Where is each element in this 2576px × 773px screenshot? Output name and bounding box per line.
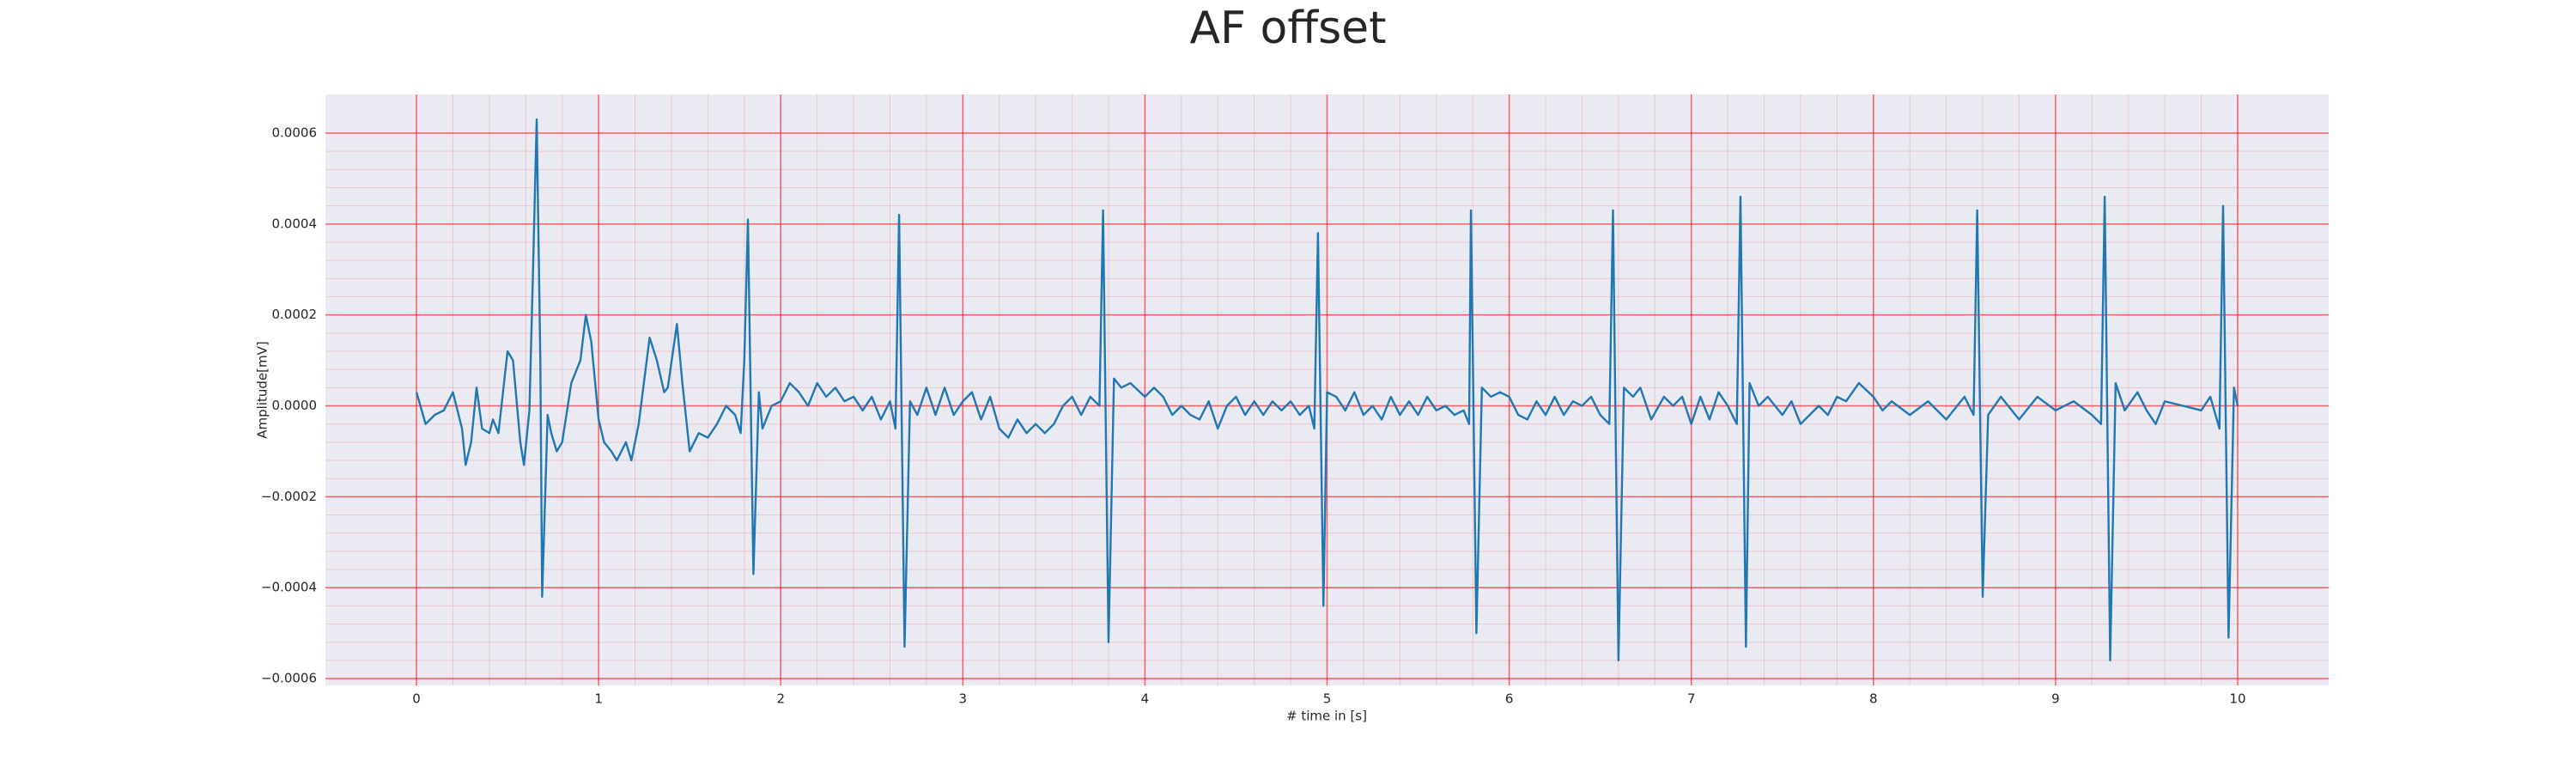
x-tick-label: 1 (594, 691, 603, 707)
y-tick-label: 0.0004 (272, 216, 318, 231)
y-tick-label: −0.0006 (261, 671, 317, 686)
y-tick-label: 0.0006 (272, 125, 318, 140)
y-tick-label: 0.0002 (272, 307, 318, 322)
y-axis-label: Amplitude[mV] (255, 341, 270, 438)
chart-title: AF offset (1189, 3, 1386, 54)
x-tick-label: 8 (1869, 691, 1878, 707)
x-tick-label: 0 (412, 691, 421, 707)
y-tick-label: 0.0000 (272, 398, 318, 413)
x-tick-label: 3 (959, 691, 968, 707)
x-tick-label: 2 (776, 691, 785, 707)
x-axis-label: # time in [s] (1286, 709, 1367, 724)
y-tick-label: −0.0004 (261, 580, 317, 595)
x-tick-label: 10 (2229, 691, 2245, 707)
x-tick-label: 9 (2051, 691, 2060, 707)
x-tick-label: 6 (1505, 691, 1514, 707)
x-tick-label: 7 (1687, 691, 1696, 707)
x-tick-label: 5 (1323, 691, 1332, 707)
y-tick-label: −0.0002 (261, 489, 317, 504)
series-line (415, 118, 2239, 662)
x-tick-label: 4 (1141, 691, 1150, 707)
